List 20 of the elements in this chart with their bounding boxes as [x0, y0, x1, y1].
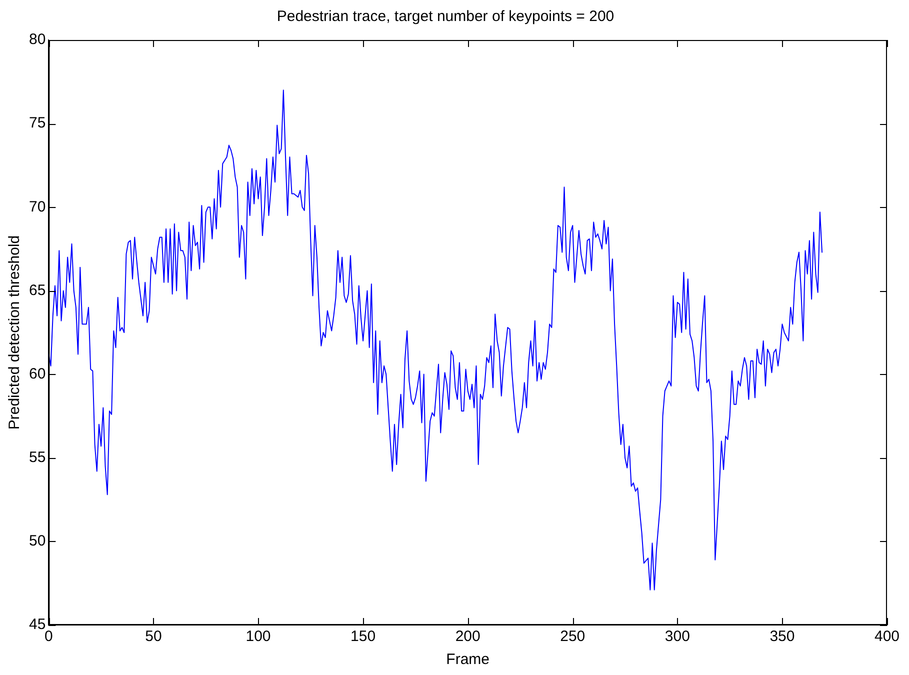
x-tick-label: 350	[770, 628, 795, 646]
y-tick-label: 50	[28, 532, 46, 550]
x-tick-label: 0	[44, 628, 53, 646]
x-axis-title: Frame	[446, 651, 490, 668]
x-tick-label: 200	[455, 628, 480, 646]
y-tick-label: 70	[28, 198, 46, 216]
y-tick-label: 80	[28, 31, 46, 48]
y-axis-title: Predicted detection threshold	[6, 235, 24, 430]
y-tick-label: 60	[28, 365, 46, 382]
y-tick-label: 75	[28, 114, 46, 132]
x-tick-label: 50	[145, 628, 162, 646]
chart-title: Pedestrian trace, target number of keypoints = 200	[276, 8, 614, 26]
x-tick-label: 250	[560, 628, 586, 646]
y-tick-label: 55	[28, 449, 46, 466]
x-tick-label: 400	[874, 628, 900, 646]
y-tick-label: 65	[28, 282, 46, 299]
x-tick-label: 300	[664, 628, 690, 646]
x-tick-label: 150	[350, 628, 376, 646]
x-tick-label: 100	[246, 628, 271, 646]
y-tick-label: 45	[28, 616, 46, 634]
